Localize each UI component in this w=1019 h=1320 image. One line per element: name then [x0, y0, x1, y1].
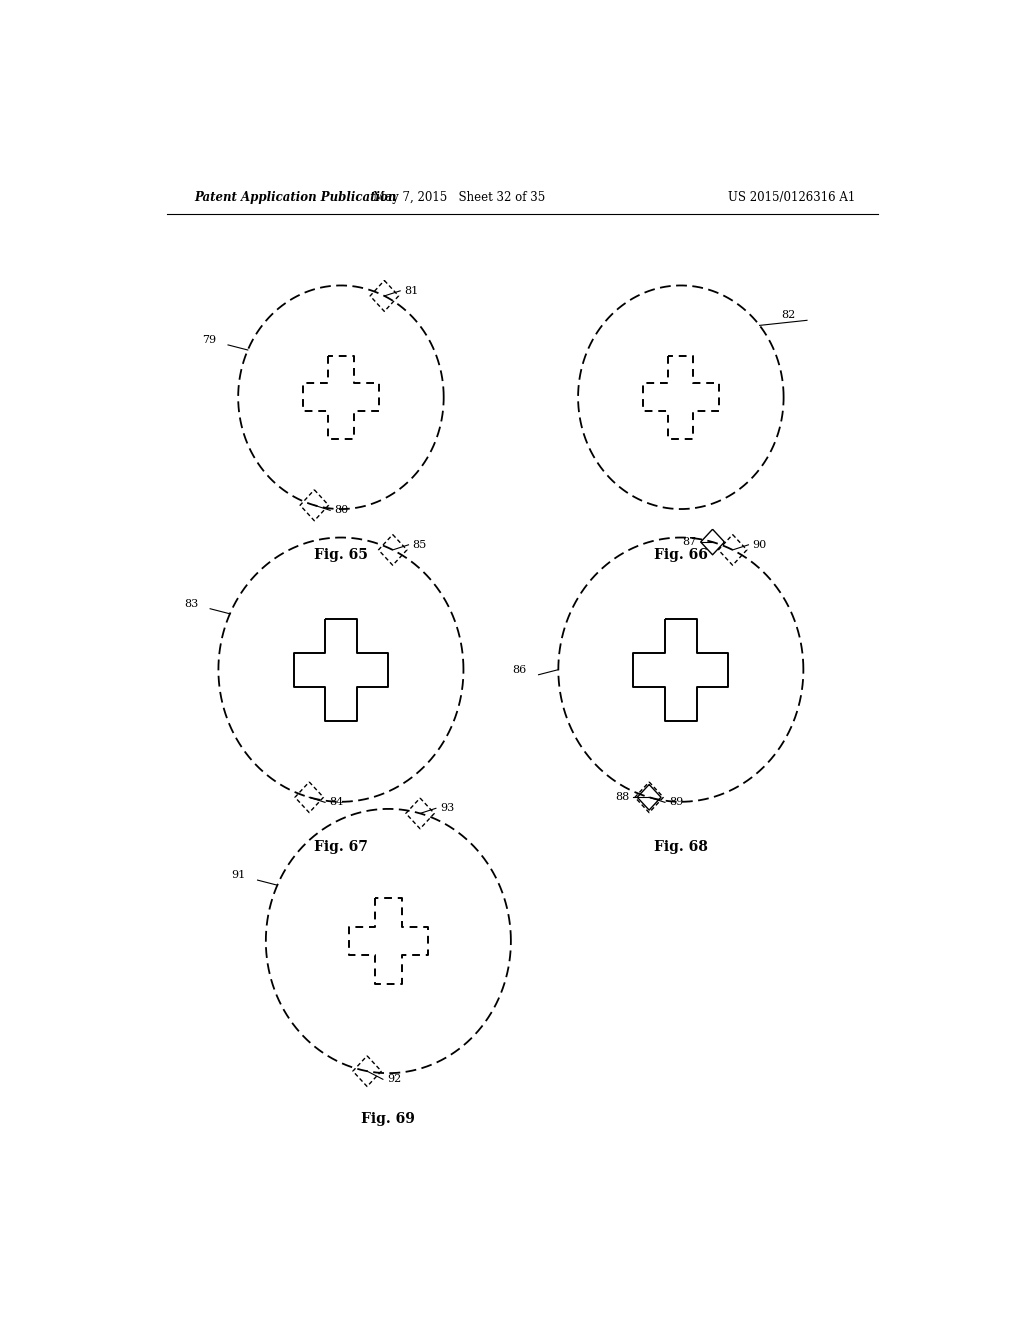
Text: 83: 83 [183, 599, 198, 609]
Text: May 7, 2015   Sheet 32 of 35: May 7, 2015 Sheet 32 of 35 [373, 190, 545, 203]
Text: Fig. 66: Fig. 66 [653, 548, 707, 562]
Text: 91: 91 [231, 870, 246, 880]
Text: Fig. 67: Fig. 67 [314, 841, 368, 854]
Text: Patent Application Publication: Patent Application Publication [195, 190, 396, 203]
Text: 86: 86 [512, 665, 526, 675]
Text: 93: 93 [439, 804, 453, 813]
Text: 84: 84 [329, 797, 343, 808]
Text: 81: 81 [404, 286, 418, 296]
Text: 88: 88 [614, 792, 629, 803]
Text: Fig. 69: Fig. 69 [361, 1111, 415, 1126]
Text: 82: 82 [781, 310, 795, 321]
Text: 80: 80 [334, 506, 348, 515]
Text: 85: 85 [412, 540, 426, 550]
Text: 90: 90 [752, 540, 766, 550]
Text: 79: 79 [202, 335, 216, 345]
Text: Fig. 65: Fig. 65 [314, 548, 368, 562]
Text: 89: 89 [668, 797, 683, 808]
Text: US 2015/0126316 A1: US 2015/0126316 A1 [727, 190, 854, 203]
Text: 87: 87 [682, 537, 696, 546]
Text: Fig. 68: Fig. 68 [653, 841, 707, 854]
Text: 92: 92 [386, 1074, 400, 1084]
